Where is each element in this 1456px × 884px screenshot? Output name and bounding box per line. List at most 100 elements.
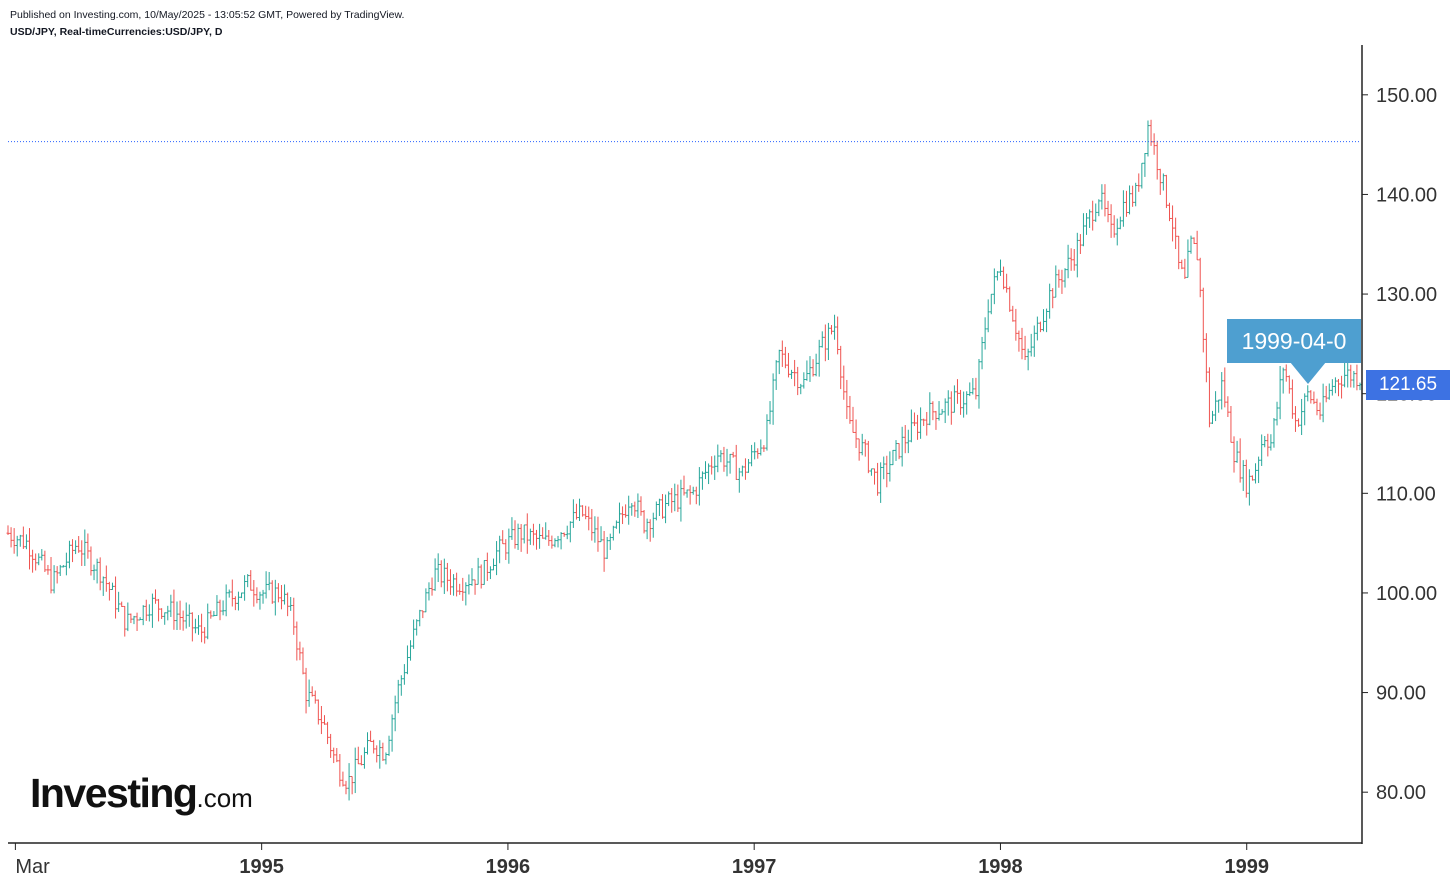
- ohlc-bar: [959, 389, 963, 415]
- ohlc-bar: [1005, 273, 1009, 293]
- ohlc-bar: [359, 755, 363, 766]
- ohlc-bar: [682, 475, 686, 496]
- ohlc-bar: [1174, 217, 1178, 250]
- ohlc-bar: [261, 589, 265, 604]
- ohlc-bar: [713, 455, 717, 480]
- ohlc-bar: [110, 582, 114, 591]
- ohlc-bar: [40, 549, 44, 561]
- ohlc-bar: [750, 444, 754, 467]
- ohlc-bar: [295, 621, 299, 661]
- y-tick-label: 150.00: [1376, 85, 1437, 107]
- ohlc-bar: [1324, 385, 1328, 403]
- ohlc-bar: [58, 564, 62, 577]
- ohlc-bar: [402, 664, 406, 685]
- ohlc-bar: [37, 553, 41, 566]
- ohlc-bar: [608, 533, 612, 550]
- ohlc-bar: [1020, 327, 1024, 360]
- ohlc-bar: [1032, 325, 1036, 357]
- ohlc-bar: [1051, 288, 1055, 309]
- ohlc-bar: [885, 455, 889, 488]
- ohlc-bar: [319, 705, 323, 735]
- ohlc-bar: [461, 577, 465, 601]
- ohlc-bar: [123, 605, 127, 637]
- ohlc-bar: [842, 365, 846, 400]
- ohlc-bar: [783, 346, 787, 369]
- ohlc-bar: [326, 721, 330, 745]
- ohlc-bar: [863, 439, 867, 457]
- ohlc-bar: [495, 541, 499, 576]
- ohlc-bar: [412, 619, 416, 649]
- ohlc-bar: [1204, 333, 1208, 383]
- ohlc-bar: [630, 503, 634, 516]
- ohlc-bar: [611, 525, 615, 541]
- ohlc-bar: [98, 557, 102, 591]
- ohlc-bar: [166, 605, 170, 621]
- ohlc-bar: [264, 571, 268, 599]
- ohlc-bar: [28, 528, 32, 570]
- ohlc-bar: [1223, 367, 1227, 408]
- y-tick-label: 90.00: [1376, 683, 1426, 705]
- ohlc-bar: [197, 615, 201, 635]
- ohlc-bar: [857, 438, 861, 461]
- ohlc-bar: [362, 747, 366, 769]
- ohlc-bar: [971, 378, 975, 395]
- ohlc-bar: [430, 577, 434, 596]
- ohlc-bar: [952, 385, 956, 413]
- ohlc-bar: [1088, 209, 1092, 228]
- ohlc-bar: [876, 462, 880, 496]
- ohlc-bar: [276, 583, 280, 603]
- ohlc-bar: [1192, 237, 1196, 245]
- ohlc-bar: [1352, 370, 1356, 388]
- ohlc-bar: [83, 529, 87, 566]
- ohlc-bar: [790, 369, 794, 379]
- ohlc-bar: [381, 742, 385, 761]
- logo-brand: Investing: [30, 770, 198, 816]
- ohlc-bar: [1183, 258, 1187, 279]
- ohlc-bar: [1066, 244, 1070, 279]
- ohlc-bar: [679, 479, 683, 522]
- ohlc-bar: [596, 516, 600, 552]
- ohlc-bar: [565, 525, 569, 540]
- y-axis: 150.00140.00130.00120.00110.00100.0090.0…: [1362, 85, 1437, 804]
- ohlc-bar: [578, 498, 582, 521]
- logo-suffix: .com: [196, 783, 253, 813]
- ohlc-bar: [313, 690, 317, 704]
- ohlc-bar: [636, 493, 640, 519]
- ohlc-bar: [1124, 190, 1128, 217]
- ohlc-bar: [221, 600, 225, 616]
- ohlc-bar: [267, 571, 271, 591]
- ohlc-bar: [1167, 202, 1171, 222]
- ohlc-bar: [246, 574, 250, 588]
- ohlc-bar: [1250, 475, 1254, 481]
- ohlc-bar: [1349, 364, 1353, 388]
- ohlc-bar: [747, 458, 751, 473]
- ohlc-bar: [433, 558, 437, 591]
- ohlc-bar: [1042, 309, 1046, 332]
- ohlc-bar: [1306, 385, 1310, 402]
- ohlc-bar: [169, 594, 173, 617]
- ohlc-bar: [989, 293, 993, 315]
- ohlc-bar: [562, 532, 566, 537]
- ohlc-bar: [1315, 398, 1319, 416]
- ohlc-bar: [553, 538, 557, 548]
- ohlc-bar: [866, 440, 870, 474]
- ohlc-bar: [1232, 436, 1236, 473]
- ohlc-bar: [1014, 308, 1018, 341]
- ohlc-bar: [799, 383, 803, 395]
- ohlc-bar: [980, 336, 984, 370]
- ohlc-bar: [879, 462, 883, 503]
- ohlc-bar: [1106, 200, 1110, 223]
- ohlc-bar: [891, 449, 895, 466]
- ohlc-bar: [1278, 366, 1282, 420]
- ohlc-bar: [452, 574, 456, 596]
- ohlc-bar: [593, 516, 597, 543]
- ohlc-bar: [710, 456, 714, 475]
- ohlc-bar: [1269, 434, 1273, 451]
- investing-logo: Investing.com: [30, 770, 253, 817]
- ohlc-bar: [704, 461, 708, 480]
- ohlc-bar: [467, 574, 471, 595]
- ohlc-bar: [1171, 205, 1175, 242]
- ohlc-bar: [587, 506, 591, 531]
- ohlc-bar: [144, 599, 148, 621]
